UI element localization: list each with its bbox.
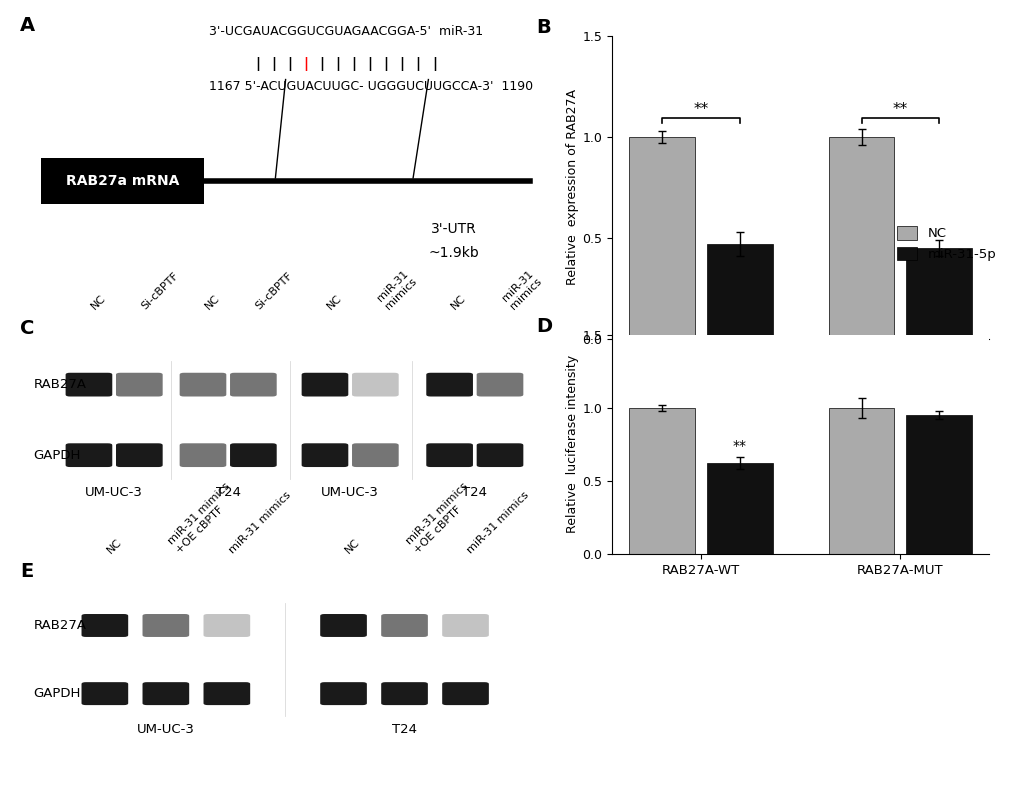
Text: ~1.9kb: ~1.9kb <box>428 246 479 260</box>
Text: NC: NC <box>105 536 123 555</box>
FancyBboxPatch shape <box>143 682 189 705</box>
Text: T24: T24 <box>462 485 487 499</box>
Text: |: | <box>271 57 276 71</box>
FancyBboxPatch shape <box>82 614 128 637</box>
Text: NC: NC <box>89 293 107 312</box>
FancyBboxPatch shape <box>442 614 488 637</box>
Legend: NC, miR-31-5p: NC, miR-31-5p <box>892 221 1001 266</box>
Text: B: B <box>536 18 550 37</box>
Text: UM-UC-3: UM-UC-3 <box>321 485 379 499</box>
Text: T24: T24 <box>391 723 417 736</box>
Text: 1167 5'-ACUGUACUUGC- UGGGUCUUGCCA-3'  1190: 1167 5'-ACUGUACUUGC- UGGGUCUUGCCA-3' 119… <box>209 80 533 92</box>
Text: C: C <box>20 319 35 338</box>
Text: |: | <box>335 57 340 71</box>
Text: miR-31 mimics
+OE cBPTF: miR-31 mimics +OE cBPTF <box>405 481 478 555</box>
Text: miR-31 mimics: miR-31 mimics <box>226 489 292 555</box>
Bar <box>706 244 772 339</box>
Text: 3'-UCGAUACGGUCGUAGAACGGA-5'  miR-31: 3'-UCGAUACGGUCGUAGAACGGA-5' miR-31 <box>209 25 483 38</box>
Text: UM-UC-3: UM-UC-3 <box>137 723 195 736</box>
FancyBboxPatch shape <box>116 443 162 467</box>
Text: miR-31 mimics
+OE cBPTF: miR-31 mimics +OE cBPTF <box>166 481 239 555</box>
Text: miR-31 mimics: miR-31 mimics <box>465 489 531 555</box>
FancyBboxPatch shape <box>143 614 189 637</box>
Bar <box>629 408 694 554</box>
Text: NC: NC <box>325 293 343 312</box>
FancyBboxPatch shape <box>65 443 112 467</box>
FancyBboxPatch shape <box>476 373 523 396</box>
Text: RAB27a mRNA: RAB27a mRNA <box>65 174 179 188</box>
Text: UM-UC-3: UM-UC-3 <box>86 485 143 499</box>
Text: A: A <box>20 16 36 35</box>
Text: |: | <box>255 57 260 71</box>
Text: GAPDH: GAPDH <box>34 687 81 700</box>
FancyBboxPatch shape <box>204 614 250 637</box>
Y-axis label: Relative  expression of RAB27A: Relative expression of RAB27A <box>566 89 579 285</box>
FancyBboxPatch shape <box>41 159 204 204</box>
FancyBboxPatch shape <box>320 614 367 637</box>
Bar <box>706 463 772 554</box>
Text: NC: NC <box>343 536 362 555</box>
FancyBboxPatch shape <box>204 682 250 705</box>
Bar <box>906 415 971 554</box>
Text: GAPDH: GAPDH <box>34 449 81 461</box>
Text: RAB27A: RAB27A <box>34 619 87 632</box>
Text: |: | <box>367 57 372 71</box>
Bar <box>629 137 694 339</box>
Text: Si-cBPTF: Si-cBPTF <box>140 271 180 312</box>
FancyBboxPatch shape <box>352 443 398 467</box>
Text: RAB27A: RAB27A <box>34 378 87 391</box>
FancyBboxPatch shape <box>426 443 473 467</box>
FancyBboxPatch shape <box>442 682 488 705</box>
FancyBboxPatch shape <box>302 373 347 396</box>
FancyBboxPatch shape <box>230 443 276 467</box>
Text: miR-31
mimics: miR-31 mimics <box>499 269 543 312</box>
Text: E: E <box>20 562 34 581</box>
Text: **: ** <box>892 102 907 116</box>
Text: **: ** <box>693 102 708 116</box>
Y-axis label: Relative  luciferase intensity: Relative luciferase intensity <box>566 355 579 533</box>
FancyBboxPatch shape <box>179 443 226 467</box>
Text: NC: NC <box>203 293 221 312</box>
Bar <box>827 408 894 554</box>
Bar <box>906 248 971 339</box>
FancyBboxPatch shape <box>116 373 162 396</box>
Text: **: ** <box>732 439 746 453</box>
FancyBboxPatch shape <box>302 443 347 467</box>
Text: |: | <box>431 57 436 71</box>
Text: miR-31
mimics: miR-31 mimics <box>375 269 419 312</box>
Text: |: | <box>399 57 405 71</box>
FancyBboxPatch shape <box>179 373 226 396</box>
FancyBboxPatch shape <box>320 682 367 705</box>
Text: |: | <box>303 57 308 71</box>
Text: Si-cBPTF: Si-cBPTF <box>253 271 294 312</box>
Text: 3'-UTR: 3'-UTR <box>431 222 476 236</box>
FancyBboxPatch shape <box>476 443 523 467</box>
FancyBboxPatch shape <box>381 614 427 637</box>
FancyBboxPatch shape <box>426 373 473 396</box>
Text: |: | <box>287 57 291 71</box>
Bar <box>827 137 894 339</box>
FancyBboxPatch shape <box>381 682 427 705</box>
FancyBboxPatch shape <box>65 373 112 396</box>
Text: |: | <box>319 57 324 71</box>
Text: |: | <box>416 57 420 71</box>
Text: |: | <box>383 57 388 71</box>
FancyBboxPatch shape <box>352 373 398 396</box>
Text: T24: T24 <box>215 485 240 499</box>
Text: NC: NC <box>449 293 468 312</box>
Text: |: | <box>352 57 356 71</box>
Text: D: D <box>536 317 552 336</box>
FancyBboxPatch shape <box>82 682 128 705</box>
FancyBboxPatch shape <box>230 373 276 396</box>
